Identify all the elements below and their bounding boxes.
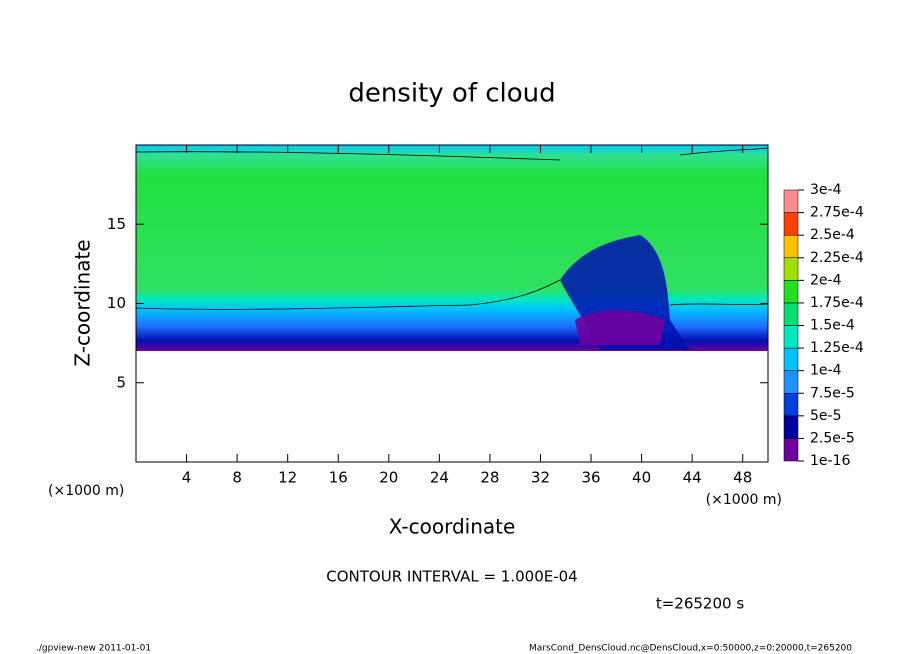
field [135, 145, 769, 351]
colorbar-label: 1e-4 [810, 363, 842, 379]
colorbar-label: 2.75e-4 [810, 205, 864, 221]
x-tick-label: 4 [182, 469, 192, 487]
x-tick-label: 36 [581, 469, 600, 487]
x-tick-label: 24 [430, 469, 449, 487]
x-tick-label: 8 [232, 469, 242, 487]
colorbar-box [783, 234, 799, 259]
colorbar-box [783, 212, 799, 236]
colorbar-box [783, 189, 799, 213]
colorbar-label: 2.5e-5 [810, 430, 855, 446]
colorbar-label: 7.5e-5 [810, 385, 855, 401]
x-tick-label: 40 [632, 469, 651, 487]
chart-title: density of cloud [348, 79, 555, 109]
colorbar-label: 3e-4 [810, 182, 842, 198]
colorbar-label: 1.5e-4 [810, 318, 855, 334]
colorbar-label: 2.25e-4 [810, 250, 864, 266]
x-tick-label: 16 [329, 469, 348, 487]
contour-line [669, 303, 769, 306]
colorbar-label: 5e-5 [810, 408, 841, 424]
x-tick-label: 48 [733, 469, 752, 487]
x-tick-label: 12 [278, 469, 297, 487]
x-tick-label: 32 [531, 469, 550, 487]
colorbar-box [783, 280, 799, 304]
y-axis-label: Z-coordinate [71, 239, 95, 366]
contour-line [135, 147, 769, 161]
x-axis-label: X-coordinate [389, 515, 516, 539]
x-unit: (×1000 m) [706, 492, 782, 508]
contour-line [135, 279, 561, 310]
x-tick-label: 44 [683, 469, 702, 487]
colorbar-label: 2e-4 [810, 272, 842, 288]
footer: MarsCond_DensCloud.nc@DensCloud,x=0:5000… [529, 644, 852, 654]
x-tick-label: 28 [480, 469, 499, 487]
colorbar-label: 2.5e-4 [810, 227, 855, 243]
field-blob [575, 310, 665, 345]
x-tick-label: 20 [379, 469, 398, 487]
footer: ./gpview-new 2011-01-01 [36, 644, 151, 654]
colorbar-box [783, 415, 799, 439]
y-tick-label: 5 [116, 373, 126, 391]
y-tick-label: 10 [107, 294, 126, 312]
colorbar-box [783, 325, 799, 349]
y-tick-label: 15 [107, 215, 126, 233]
colorbar-box [783, 393, 799, 417]
colorbar-box [783, 347, 799, 371]
annotation: t=265200 s [656, 595, 744, 613]
colorbar-box [783, 257, 799, 281]
field-area [136, 145, 768, 351]
colorbar-box [783, 302, 799, 326]
colorbar-box [783, 438, 799, 462]
colorbar-label: 1.25e-4 [810, 340, 864, 356]
colorbar-label: 1e-16 [810, 453, 850, 469]
colorbar-box [783, 370, 799, 394]
x-unit: (×1000 m) [48, 483, 124, 499]
annotation: CONTOUR INTERVAL = 1.000E-04 [326, 568, 577, 586]
colorbar-label: 1.75e-4 [810, 295, 864, 311]
